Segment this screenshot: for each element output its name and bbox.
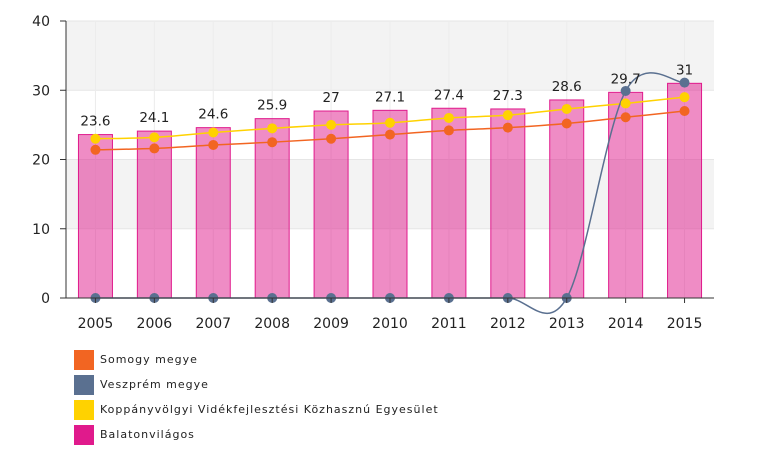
x-tick-label: 2005 bbox=[78, 316, 114, 332]
legend-item-balatonvilagos[interactable]: Balatonvilágos bbox=[74, 422, 439, 447]
series-points bbox=[90, 77, 690, 303]
bar-value-label: 29.7 bbox=[611, 71, 641, 87]
series-point bbox=[561, 103, 572, 114]
bar-value-label: 27 bbox=[322, 90, 339, 106]
bar bbox=[490, 108, 526, 299]
bar-value-label: 25.9 bbox=[257, 98, 287, 114]
series-point bbox=[208, 139, 219, 150]
series-point bbox=[326, 119, 337, 130]
legend-item-somogy[interactable]: Somogy megye bbox=[74, 347, 439, 372]
series-point bbox=[561, 118, 572, 129]
bar-value-label: 24.6 bbox=[198, 107, 228, 123]
y-tick-label: 40 bbox=[32, 14, 50, 30]
bar-value-label: 23.6 bbox=[80, 114, 110, 130]
x-tick-label: 2007 bbox=[195, 316, 231, 332]
bar bbox=[136, 130, 172, 299]
y-tick-label: 30 bbox=[32, 83, 50, 99]
series-point bbox=[149, 132, 160, 143]
legend-swatch bbox=[74, 349, 94, 370]
bar bbox=[77, 134, 113, 299]
series-point bbox=[326, 133, 337, 144]
series-point bbox=[208, 127, 219, 138]
bar-value-label: 27.4 bbox=[434, 87, 464, 103]
legend-swatch bbox=[74, 399, 94, 420]
bar bbox=[431, 107, 467, 299]
legend-swatch bbox=[74, 424, 94, 445]
bar bbox=[549, 99, 585, 299]
series-point bbox=[679, 106, 690, 117]
legend-item-koppanyvolgyi[interactable]: Koppányvölgyi Vidékfejlesztési Közhasznú… bbox=[74, 397, 439, 422]
series-point bbox=[267, 137, 278, 148]
bar-value-label: 24.1 bbox=[139, 110, 169, 126]
legend: Somogy megye Veszprém megye Koppányvölgy… bbox=[74, 347, 439, 447]
x-tick-label: 2013 bbox=[549, 316, 585, 332]
series-point bbox=[679, 92, 690, 103]
x-tick-label: 2009 bbox=[313, 316, 349, 332]
bar bbox=[195, 127, 231, 299]
series-point bbox=[385, 129, 395, 140]
bar-value-label: 28.6 bbox=[552, 79, 582, 95]
x-tick-label: 2006 bbox=[137, 316, 173, 332]
legend-label: Veszprém megye bbox=[100, 378, 209, 391]
legend-label: Balatonvilágos bbox=[100, 428, 195, 441]
series-point bbox=[502, 122, 513, 133]
legend-label: Somogy megye bbox=[100, 353, 198, 366]
legend-item-veszprem[interactable]: Veszprém megye bbox=[74, 372, 439, 397]
x-tick-label: 2011 bbox=[431, 316, 467, 332]
bar-value-label: 27.1 bbox=[375, 89, 405, 105]
x-tick-label: 2014 bbox=[608, 316, 644, 332]
y-tick-label: 0 bbox=[41, 291, 50, 307]
legend-label: Koppányvölgyi Vidékfejlesztési Közhasznú… bbox=[100, 403, 439, 416]
x-tick-label: 2008 bbox=[254, 316, 290, 332]
x-tick-label: 2012 bbox=[490, 316, 526, 332]
x-tick-label: 2010 bbox=[372, 316, 408, 332]
series-point bbox=[443, 112, 454, 123]
series-point bbox=[679, 77, 690, 88]
bars bbox=[77, 82, 703, 299]
series-point bbox=[443, 125, 454, 136]
bar-value-label: 27.3 bbox=[493, 88, 523, 104]
series-point bbox=[385, 117, 395, 128]
y-tick-label: 20 bbox=[32, 153, 50, 169]
axes: 0 10 20 30 40 2005 2006 2007 2008 2009 2010 2011 201… bbox=[32, 14, 714, 332]
y-tick-label: 10 bbox=[32, 222, 50, 238]
series-point bbox=[149, 143, 160, 154]
series-point bbox=[620, 85, 631, 96]
series-point bbox=[620, 98, 631, 109]
series-point bbox=[90, 144, 101, 155]
series-point bbox=[90, 133, 101, 144]
bar bbox=[254, 118, 290, 299]
series-point bbox=[620, 112, 631, 123]
series-point bbox=[502, 110, 513, 121]
x-tick-label: 2015 bbox=[667, 316, 703, 332]
data-labels: 23.6 24.1 24.6 25.9 27 27.1 27.4 27.3 28.6 29.7 31 bbox=[80, 62, 693, 129]
legend-swatch bbox=[74, 374, 94, 395]
bar-value-label: 31 bbox=[676, 62, 693, 78]
series-point bbox=[267, 123, 278, 134]
